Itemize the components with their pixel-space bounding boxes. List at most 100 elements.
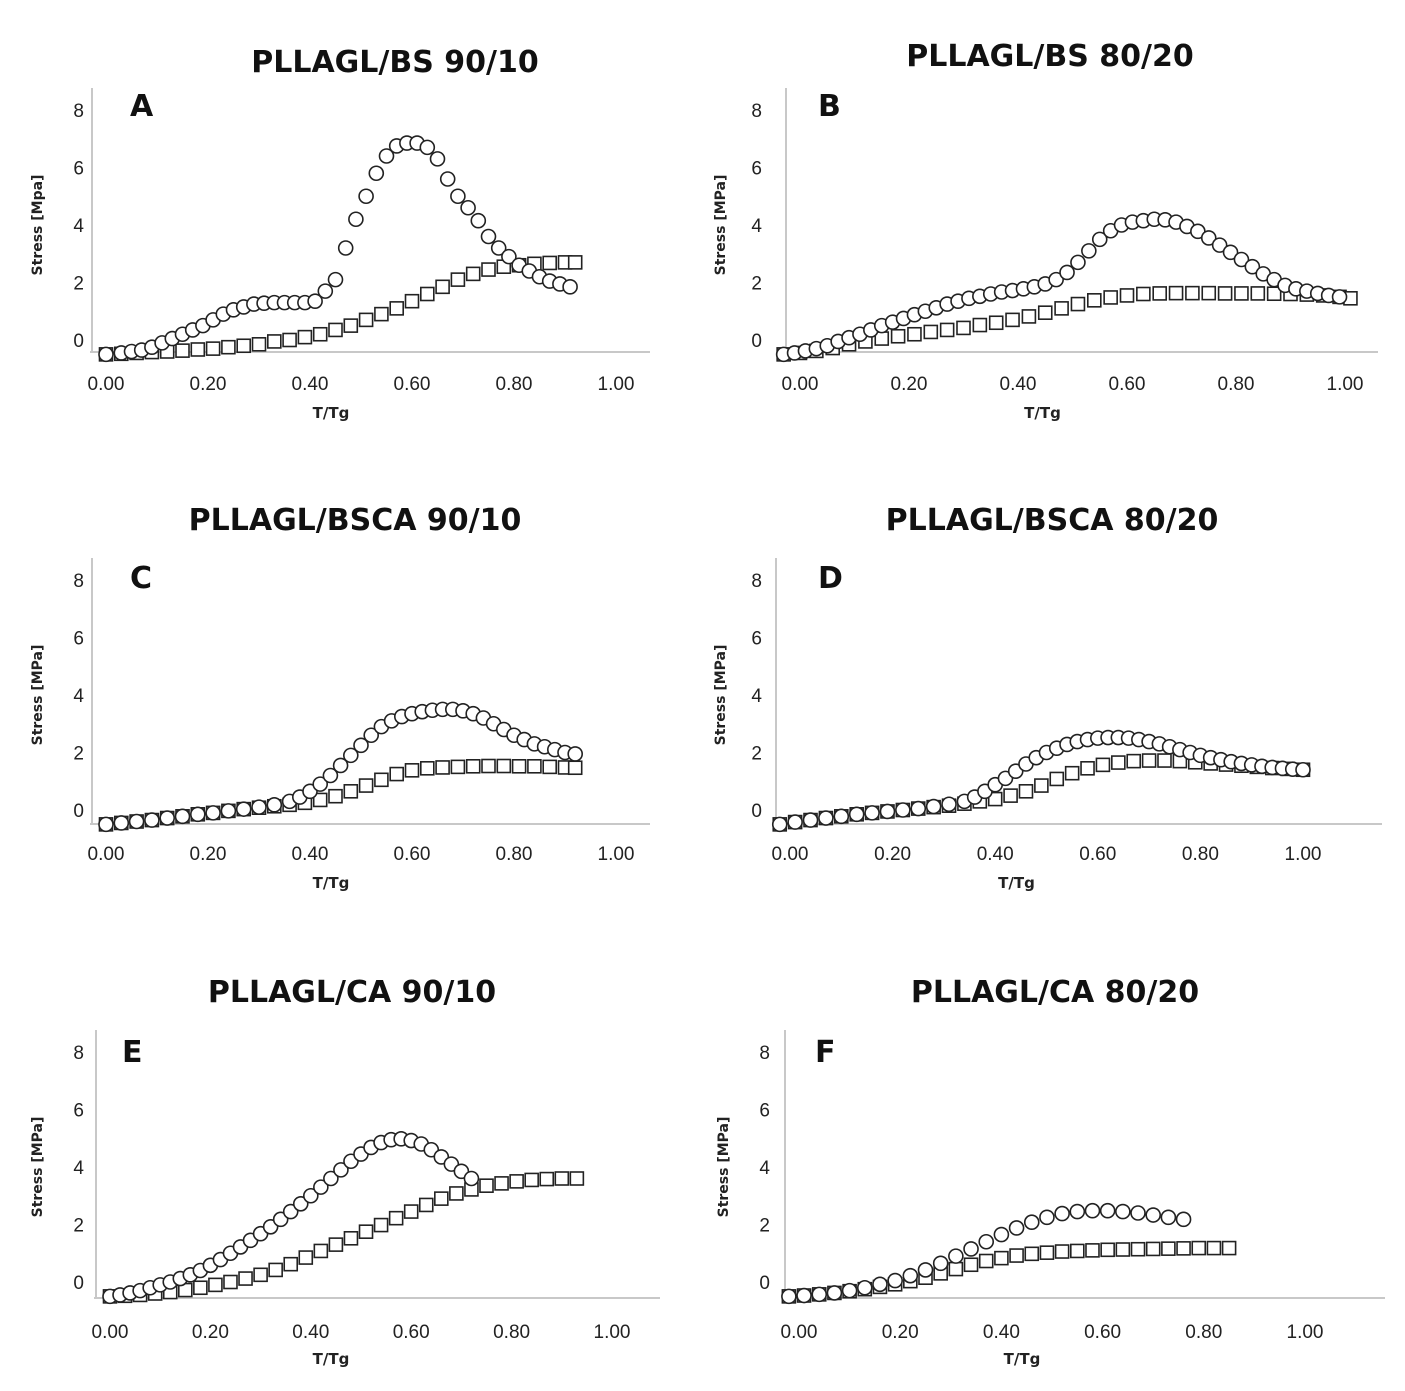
y-tick-label: 2 (73, 744, 84, 765)
y-tick-label: 8 (751, 101, 762, 122)
data-point-circle (879, 803, 896, 820)
y-tick-label: 8 (73, 101, 84, 122)
data-point-circle (1099, 1202, 1116, 1219)
panel-letter: E (122, 1035, 143, 1070)
data-point-circle (895, 802, 911, 818)
data-point-square (1161, 1241, 1176, 1256)
data-point-square (1095, 757, 1111, 773)
data-point-square (328, 788, 343, 804)
y-tick-label: 6 (759, 1101, 770, 1122)
data-point-square (542, 255, 558, 271)
data-point-square (890, 328, 906, 344)
data-point-square (221, 339, 236, 355)
data-point-square (205, 341, 221, 356)
data-point-circle (113, 815, 130, 831)
x-tick-label: 0.40 (983, 1322, 1020, 1343)
y-tick-label: 0 (751, 331, 762, 352)
x-tick-label: 1.00 (1287, 1322, 1324, 1343)
data-point-square (312, 792, 328, 808)
y-tick-label: 2 (759, 1216, 770, 1237)
x-tick-label: 0.80 (1185, 1322, 1222, 1343)
y-tick-label: 8 (73, 571, 84, 592)
y-tick-label: 6 (751, 629, 762, 650)
data-point-square (1201, 285, 1217, 301)
data-point-square (1168, 285, 1184, 301)
data-point-circle (353, 737, 369, 754)
data-point-square (465, 758, 481, 774)
data-point-square (1115, 1242, 1131, 1257)
data-point-circle (1054, 1205, 1070, 1222)
data-point-circle (266, 797, 283, 813)
x-axis-label: T/Tg (313, 1350, 350, 1368)
data-point-circle (1069, 1203, 1086, 1220)
data-point-square (1185, 285, 1200, 301)
data-point-circle (1222, 244, 1239, 261)
data-point-square (948, 1261, 964, 1277)
data-point-circle (327, 271, 344, 288)
data-point-circle (833, 808, 850, 825)
data-point-square (907, 326, 922, 342)
data-point-square (1145, 1241, 1161, 1257)
data-point-square (496, 758, 512, 774)
data-point-circle (1233, 251, 1250, 268)
data-point-square (358, 312, 374, 328)
data-point-circle (826, 1285, 843, 1301)
data-point-square (1070, 1243, 1085, 1259)
data-point-square (465, 266, 481, 282)
y-tick-label: 2 (751, 744, 762, 765)
x-tick-label: 0.00 (88, 844, 125, 865)
data-point-circle (159, 810, 175, 826)
x-axis-label: T/Tg (313, 404, 350, 422)
data-point-square (1206, 1240, 1222, 1256)
data-point-square (1250, 286, 1266, 301)
data-point-square (298, 1250, 314, 1265)
data-point-square (1054, 1244, 1070, 1259)
data-point-square (404, 763, 420, 778)
data-point-circle (1039, 1209, 1055, 1226)
data-point-square (1039, 1245, 1055, 1260)
data-point-circle (463, 1170, 480, 1187)
data-point-circle (1145, 1207, 1161, 1223)
data-point-square (343, 318, 359, 333)
x-tick-label: 0.80 (1218, 374, 1255, 395)
x-axis-label: T/Tg (1024, 404, 1061, 422)
data-point-circle (856, 1279, 873, 1296)
data-point-circle (460, 199, 476, 216)
data-point-circle (348, 211, 364, 228)
chart-panel-d: PLLAGL/BSCA 80/20 D 0 2 4 6 8 0.00 0.20 0.40 0.60 0… (713, 503, 1382, 892)
data-point-square (236, 338, 251, 354)
data-point-square (987, 791, 1003, 807)
x-tick-label: 0.60 (1109, 374, 1146, 395)
x-tick-label: 0.00 (92, 1322, 129, 1343)
series-circle (775, 211, 1348, 363)
data-point-square (434, 1191, 449, 1206)
data-point-square (1005, 312, 1020, 328)
data-point-square (389, 766, 405, 782)
data-point-square (1191, 1240, 1207, 1256)
data-point-circle (332, 757, 349, 774)
data-point-square (449, 1186, 464, 1201)
data-point-circle (333, 1162, 349, 1178)
data-point-circle (910, 800, 927, 817)
x-tick-label: 0.60 (394, 374, 431, 395)
x-tick-label: 1.00 (1285, 844, 1322, 865)
data-point-circle (864, 805, 880, 821)
data-point-square (208, 1277, 223, 1293)
panel-letter: D (818, 561, 843, 596)
data-point-square (1034, 778, 1049, 793)
data-point-circle (470, 212, 487, 229)
x-tick-label: 0.20 (891, 374, 928, 395)
data-point-circle (932, 1255, 949, 1272)
data-point-circle (1175, 1211, 1192, 1228)
panel-letter: C (130, 561, 152, 596)
y-tick-label: 2 (751, 274, 762, 295)
data-point-circle (1008, 1220, 1025, 1236)
data-point-circle (567, 746, 584, 762)
y-tick-label: 4 (73, 1158, 84, 1179)
data-point-circle (1059, 264, 1075, 281)
data-point-circle (963, 1241, 979, 1257)
data-point-square (554, 1171, 570, 1186)
data-point-square (223, 1274, 238, 1290)
data-point-circle (313, 1179, 329, 1195)
data-point-square (1103, 290, 1118, 305)
